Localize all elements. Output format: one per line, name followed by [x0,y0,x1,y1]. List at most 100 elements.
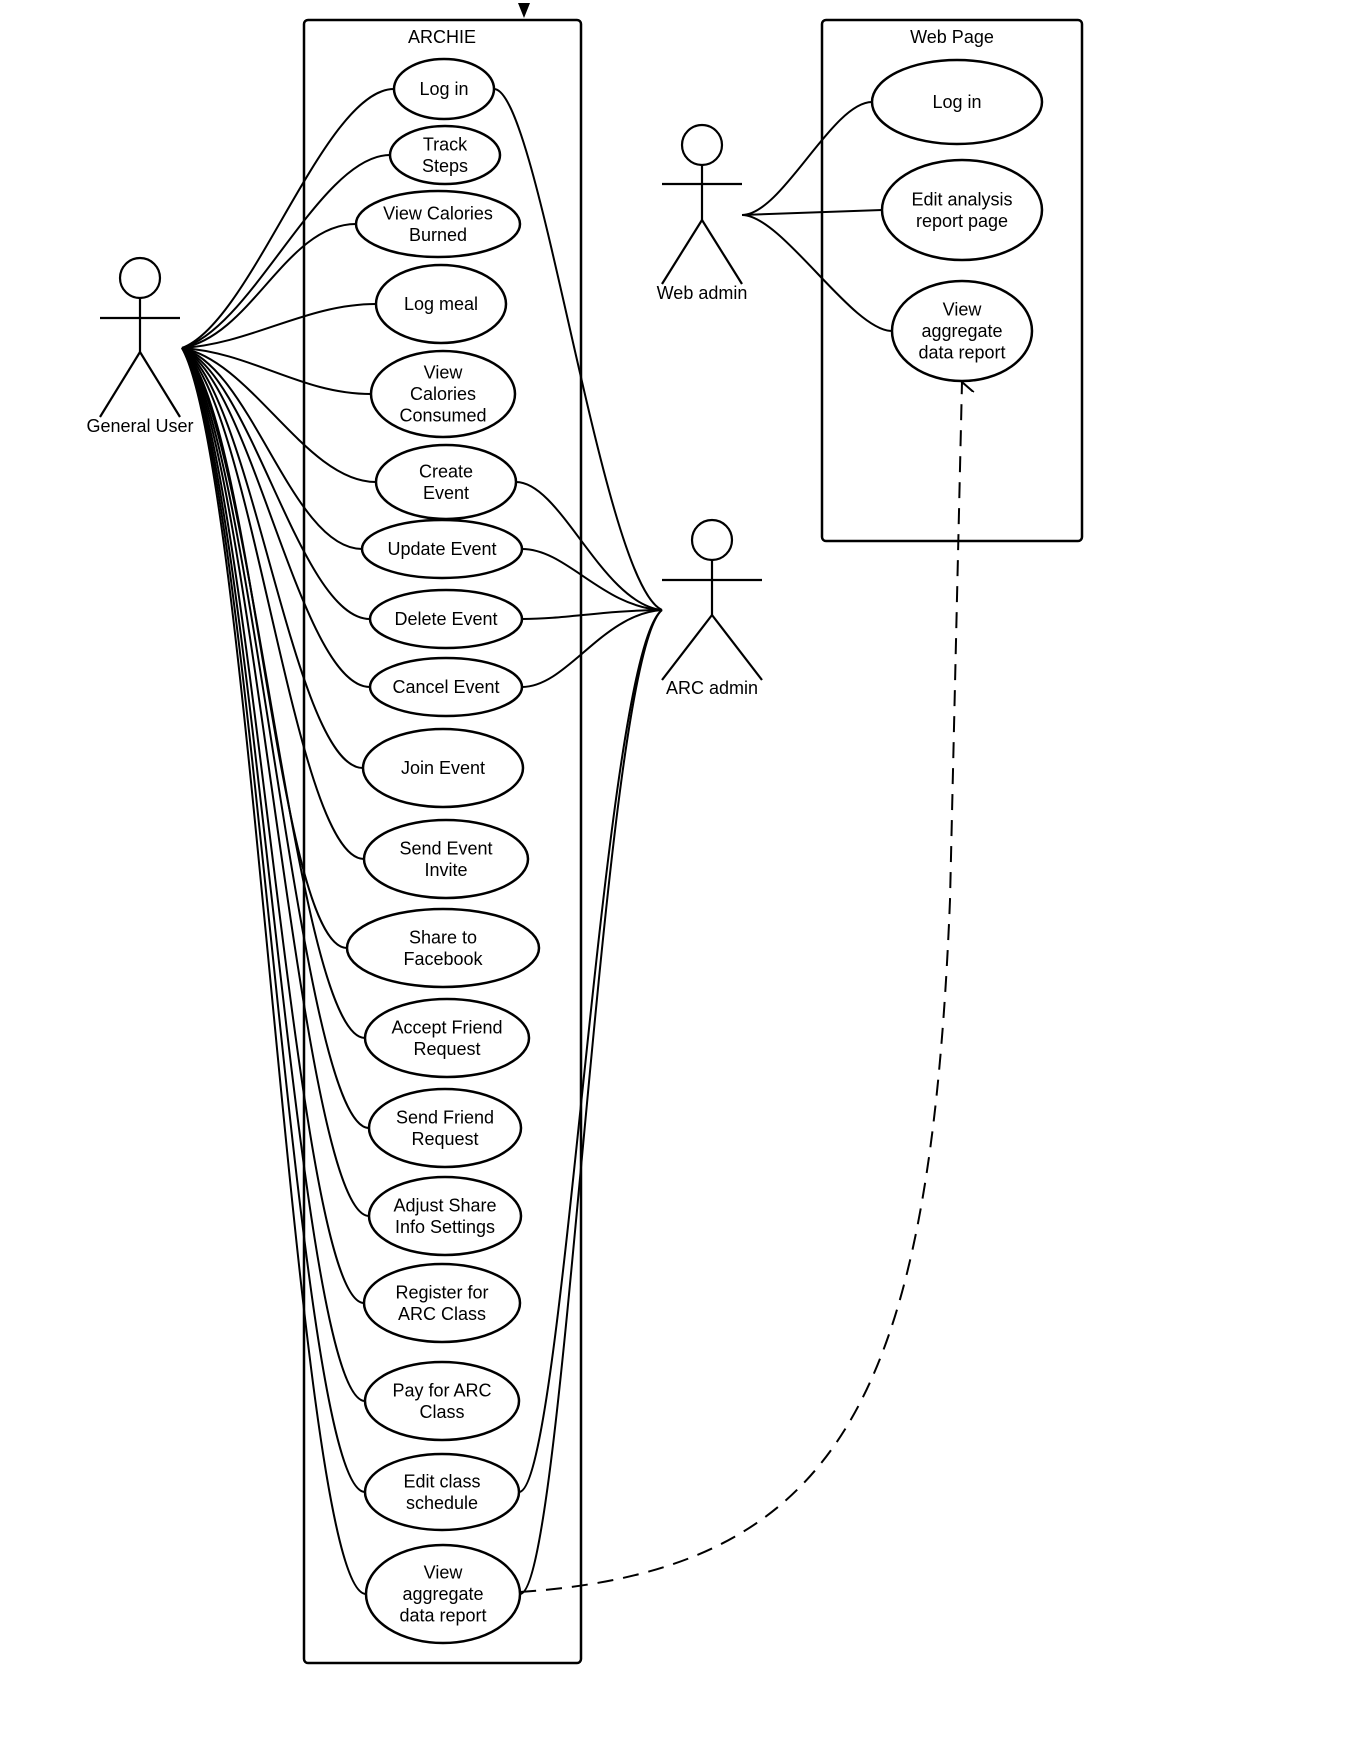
archie-use-case-9[interactable]: Join Event [361,727,525,809]
archie-use-case-7-ellipse [368,588,524,650]
actor-general-user[interactable]: General User [86,256,194,436]
archie-use-case-0-ellipse [392,57,496,121]
assoc-general-user-uc-13 [181,347,370,1129]
web-admin-label: Web admin [657,283,748,303]
assoc-arc-admin-uc-18 [519,609,663,1595]
archie-use-case-7-label: Delete Event [394,609,497,629]
archie-use-case-5-label: Event [423,483,469,503]
archie-use-case-1-label: Steps [422,156,468,176]
archie-use-case-4-label: Calories [410,384,476,404]
archie-use-case-18-ellipse [364,1543,522,1645]
archie-use-case-10-label: Invite [424,860,467,880]
assoc-general-user-uc-12 [181,347,366,1039]
archie-use-case-3-ellipse [374,263,508,345]
assoc-general-user-uc-8 [181,347,371,688]
assoc-general-user-uc-4 [181,347,372,395]
assoc-web-admin-uc-2 [741,214,893,332]
archie-use-case-0[interactable]: Log in [392,57,496,121]
webpage-use-case-1-label: report page [916,211,1008,231]
actor-arc-admin[interactable]: ARC admin [661,518,763,698]
general-user-figure [99,256,181,418]
archie-use-case-12-ellipse [363,997,531,1079]
webpage-use-case-2-ellipse [890,279,1034,383]
webpage-title: Web Page [910,27,994,47]
assoc-general-user-uc-0 [181,88,395,349]
assoc-general-user-uc-18 [181,347,367,1595]
archie-use-case-18-label: aggregate [402,1584,483,1604]
assoc-general-user-uc-15 [181,347,365,1304]
assoc-general-user-uc-10 [181,347,365,860]
archie-use-case-14-label: Info Settings [395,1217,495,1237]
general-user-label: General User [86,416,193,436]
assoc-general-user-uc-1 [181,154,391,349]
archie-use-case-13-label: Request [411,1129,478,1149]
assoc-general-user-uc-9 [181,347,364,769]
archie-use-case-1-ellipse [388,124,502,186]
archie-use-case-4-label: Consumed [399,406,486,426]
archie-use-case-6-label: Update Event [387,539,496,559]
archie-use-case-13-label: Send Friend [396,1107,494,1127]
webpage-system-boundary: Web Page [820,18,1084,543]
webpage-use-case-0-label: Log in [932,92,981,112]
archie-use-case-17-label: Edit class [403,1471,480,1491]
assoc-general-user-uc-2 [181,223,357,349]
archie-use-case-4-ellipse [369,349,517,439]
arc-admin-figure [661,518,763,681]
archie-use-case-12-label: Request [413,1039,480,1059]
archie-use-case-15-ellipse [362,1262,522,1344]
archie-use-case-17-ellipse [363,1452,521,1532]
assoc-arc-admin-uc-17 [518,609,663,1493]
archie-use-case-8-ellipse [368,656,524,718]
archie-use-case-8[interactable]: Cancel Event [368,656,524,718]
archie-use-case-5-label: Create [419,461,473,481]
archie-use-case-9-label: Join Event [401,758,485,778]
webpage-use-case-1-ellipse [880,158,1044,262]
webpage-use-case-0[interactable]: Log in [870,58,1044,146]
archie-use-case-6[interactable]: Update Event [360,518,524,580]
archie-system-boundary: ARCHIE [302,3,583,1665]
archie-use-case-2-ellipse [354,189,522,259]
archie-use-case-14-ellipse [367,1175,523,1257]
assoc-general-user-uc-3 [181,303,377,349]
archie-use-case-4-label: View [424,363,464,383]
archie-use-case-16-label: Pay for ARC [392,1380,491,1400]
archie-title: ARCHIE [408,27,476,47]
arc-admin-label: ARC admin [666,678,758,698]
archie-use-case-12-label: Accept Friend [391,1017,502,1037]
assoc-general-user-uc-17 [181,347,366,1493]
assoc-general-user-uc-16 [181,347,366,1402]
actor-web-admin[interactable]: Web admin [657,123,748,303]
archie-use-case-2-label: View Calories [383,203,493,223]
archie-use-case-16-label: Class [419,1402,464,1422]
webpage-use-case-2-label: View [943,300,983,320]
archie-use-case-18-label: View [424,1563,464,1583]
assoc-general-user-uc-5 [181,347,377,483]
assoc-general-user-uc-7 [181,347,371,620]
assoc-arc-admin-uc-7 [521,609,663,620]
assoc-general-user-uc-6 [181,347,363,550]
assoc-arc-admin-uc-6 [521,548,663,611]
archie-use-case-14-label: Adjust Share [393,1195,496,1215]
archie-use-case-7[interactable]: Delete Event [368,588,524,650]
archie-use-case-3[interactable]: Log meal [374,263,508,345]
assoc-arc-admin-uc-0 [493,88,663,611]
archie-use-case-15-label: ARC Class [398,1304,486,1324]
archie-use-case-6-ellipse [360,518,524,580]
archie-use-case-13-ellipse [367,1087,523,1169]
